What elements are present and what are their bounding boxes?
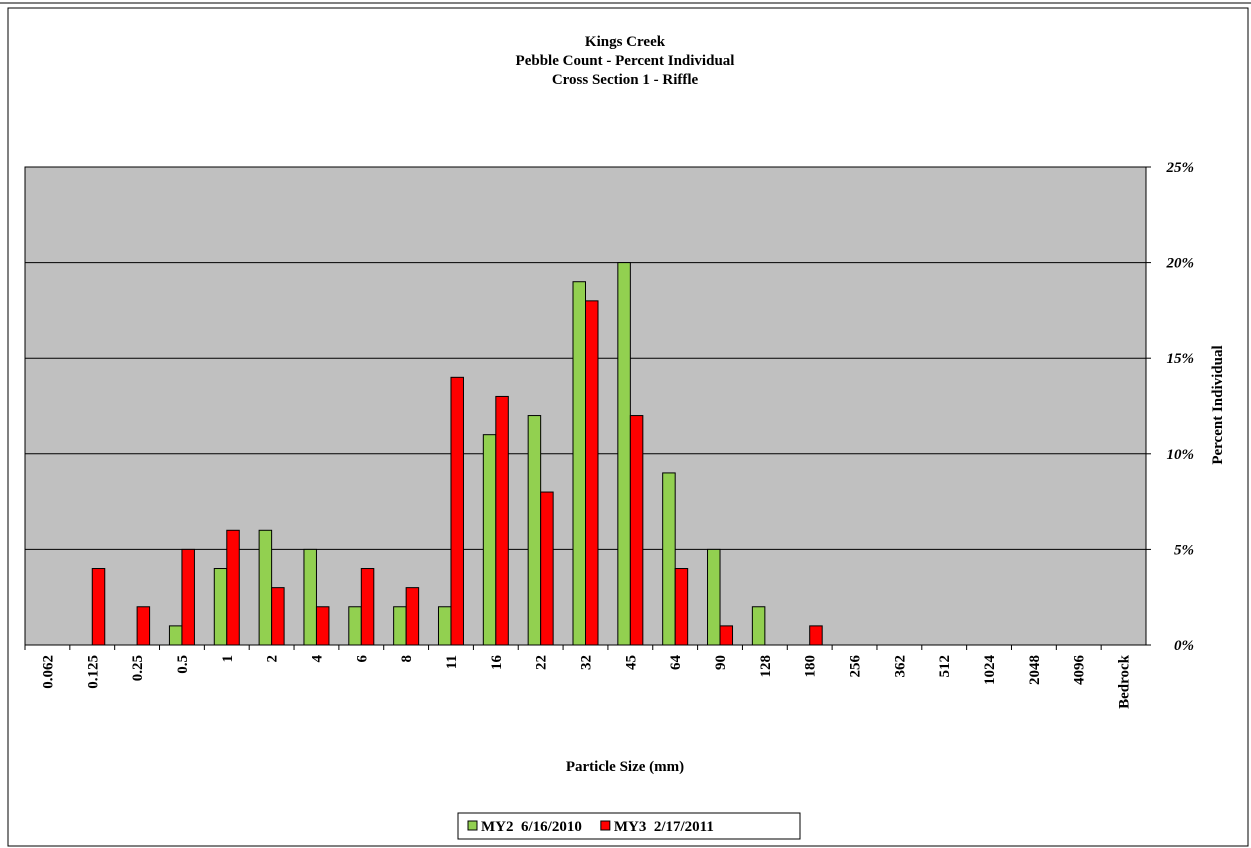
- x-tick-label: 512: [937, 655, 953, 678]
- bar: [707, 548, 721, 646]
- x-tick-label: 64: [668, 655, 684, 671]
- x-tick-label: 256: [848, 655, 864, 678]
- x-tick-label: 180: [803, 655, 819, 678]
- x-axis-title: Particle Size (mm): [566, 759, 684, 775]
- x-tick-label: 128: [758, 655, 774, 678]
- y-tick-label: 0%: [1174, 638, 1194, 654]
- y-tick-label: 10%: [1167, 447, 1195, 463]
- x-tick-label: 1024: [982, 655, 998, 686]
- chart-title: Pebble Count - Percent Individual: [516, 53, 735, 69]
- legend-label: MY2 6/16/2010: [481, 819, 582, 835]
- x-tick-label: 1: [220, 655, 236, 663]
- x-tick-label: 8: [399, 655, 415, 663]
- chart-title: Kings Creek: [585, 34, 666, 50]
- x-tick-label: 0.25: [130, 655, 146, 681]
- x-tick-label: Bedrock: [1117, 654, 1133, 709]
- bar: [91, 568, 106, 646]
- x-tick-label: 4: [309, 655, 325, 663]
- legend-swatch: [600, 820, 611, 831]
- bar: [437, 606, 452, 646]
- bar: [450, 376, 464, 646]
- bar: [168, 625, 183, 646]
- chart-title: Cross Section 1 - Riffle: [552, 72, 699, 88]
- bar: [393, 606, 407, 646]
- bar: [585, 300, 599, 646]
- bar: [751, 606, 766, 646]
- bar: [303, 548, 317, 646]
- y-tick-label: 5%: [1174, 542, 1194, 558]
- bar: [271, 587, 285, 646]
- y-tick-label: 25%: [1166, 160, 1195, 176]
- x-tick-label: 16: [489, 655, 505, 671]
- x-tick-label: 32: [579, 655, 595, 670]
- x-tick-label: 2048: [1027, 655, 1043, 685]
- x-tick-label: 22: [534, 655, 550, 670]
- bar: [809, 625, 823, 646]
- bar: [540, 491, 554, 646]
- bar: [405, 587, 420, 646]
- bar: [136, 606, 151, 646]
- x-tick-label: 0.125: [85, 655, 101, 689]
- bar: [662, 472, 676, 646]
- bar: [181, 548, 195, 646]
- bar: [213, 568, 228, 646]
- x-tick-label: 6: [354, 655, 370, 663]
- bar: [572, 281, 586, 646]
- bar: [360, 568, 375, 646]
- x-tick-label: 45: [623, 655, 639, 670]
- x-tick-label: 2: [265, 655, 281, 663]
- x-tick-label: 11: [444, 655, 460, 669]
- y-tick-label: 15%: [1167, 351, 1195, 367]
- x-tick-label: 0.062: [40, 655, 56, 689]
- bar: [348, 606, 362, 646]
- legend-swatch: [467, 820, 478, 831]
- legend: MY2 6/16/2010 MY3 2/17/2011: [457, 812, 801, 840]
- bar: [629, 415, 644, 646]
- x-tick-label: 362: [892, 655, 908, 678]
- x-tick-label: 0.5: [175, 655, 191, 674]
- bar: [482, 434, 497, 646]
- x-tick-label: 90: [713, 655, 729, 670]
- bar: [495, 395, 509, 646]
- bar: [315, 606, 330, 646]
- legend-box: [457, 812, 801, 840]
- bar: [527, 415, 542, 646]
- y-tick-label: 20%: [1166, 256, 1195, 272]
- bar: [719, 625, 734, 646]
- x-tick-label: 4096: [1072, 655, 1088, 686]
- bar: [617, 262, 631, 646]
- y-axis-title: Percent Individual: [1210, 345, 1226, 464]
- bar: [226, 529, 240, 646]
- bar: [674, 568, 689, 646]
- bar: [258, 529, 273, 646]
- legend-label: MY3 2/17/2011: [614, 819, 714, 835]
